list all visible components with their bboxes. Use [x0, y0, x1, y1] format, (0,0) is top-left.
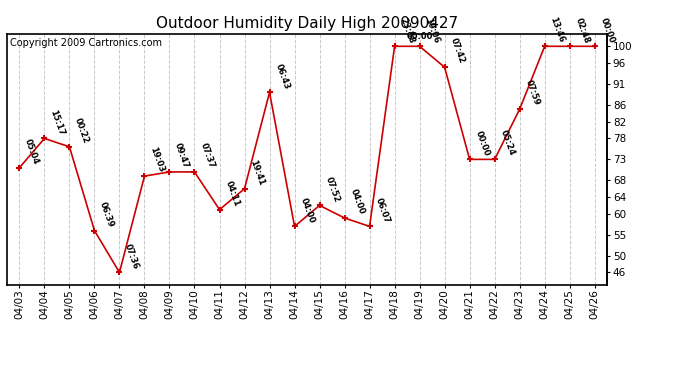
Text: 19:41: 19:41 — [248, 158, 266, 187]
Text: 19:06: 19:06 — [424, 16, 441, 44]
Text: 07:36: 07:36 — [124, 242, 141, 270]
Text: 04:00: 04:00 — [298, 196, 316, 224]
Title: Outdoor Humidity Daily High 20090427: Outdoor Humidity Daily High 20090427 — [156, 16, 458, 31]
Text: 05:24: 05:24 — [498, 129, 516, 157]
Text: 15:17: 15:17 — [48, 108, 66, 136]
Text: 06:39: 06:39 — [98, 201, 116, 228]
Text: 07:59: 07:59 — [524, 79, 541, 107]
Text: 00:00: 00:00 — [473, 129, 491, 157]
Text: 07:42: 07:42 — [448, 37, 466, 65]
Text: 05:04: 05:04 — [23, 138, 41, 166]
Text: 19:03: 19:03 — [148, 146, 166, 174]
Text: 00:00: 00:00 — [406, 32, 433, 41]
Text: 04:00: 04:00 — [348, 188, 366, 216]
Text: 07:37: 07:37 — [198, 142, 216, 170]
Text: 02:48: 02:48 — [573, 16, 591, 44]
Text: 07:52: 07:52 — [324, 175, 341, 203]
Text: 04:11: 04:11 — [224, 179, 241, 207]
Text: 06:43: 06:43 — [273, 62, 291, 90]
Text: 00:00: 00:00 — [598, 16, 616, 44]
Text: Copyright 2009 Cartronics.com: Copyright 2009 Cartronics.com — [10, 38, 162, 48]
Text: 00:22: 00:22 — [73, 117, 91, 145]
Text: 23:58: 23:58 — [398, 16, 416, 44]
Text: 13:46: 13:46 — [549, 16, 566, 44]
Text: 09:47: 09:47 — [173, 142, 190, 170]
Text: 06:07: 06:07 — [373, 196, 391, 224]
